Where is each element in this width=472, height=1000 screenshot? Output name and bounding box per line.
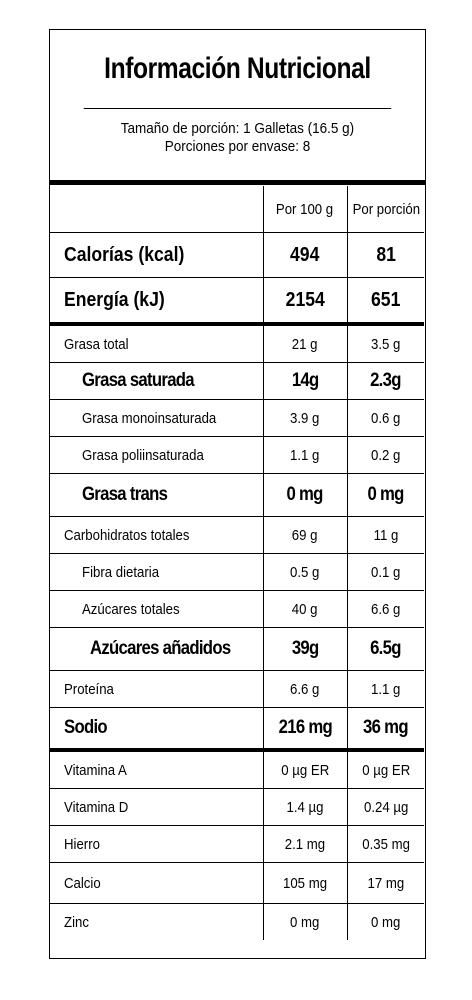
row-label: Grasa poliinsaturada	[50, 436, 263, 474]
row-value-100g: 69 g	[262, 516, 347, 554]
row-label: Grasa monoinsaturada	[50, 399, 263, 437]
row-value-portion: 0.24 µg	[346, 788, 424, 826]
row-value-100g: 14g	[262, 362, 347, 400]
row-value-100g: 0 µg ER	[262, 748, 347, 789]
table-row: Sodio 216 mg 36 mg	[50, 707, 424, 750]
row-value-100g: 1.4 µg	[262, 788, 347, 826]
row-label: Fibra dietaria	[50, 553, 263, 591]
table-row: Grasa saturada 14g 2.3g	[50, 362, 424, 400]
row-value-100g: 494	[262, 232, 347, 278]
serving-size: Tamaño de porción: 1 Galletas (16.5 g)	[120, 120, 355, 137]
row-label: Vitamina A	[50, 748, 263, 789]
row-label: Sodio	[50, 707, 263, 750]
row-label: Zinc	[50, 903, 263, 940]
column-header-row: Por 100 g Por porción	[50, 186, 424, 233]
row-label: Calcio	[50, 862, 263, 904]
row-value-portion: 0 mg	[346, 473, 424, 517]
header-per-portion: Por porción	[346, 186, 424, 233]
table-row: Vitamina D 1.4 µg 0.24 µg	[50, 788, 424, 826]
row-value-100g: 40 g	[262, 590, 347, 628]
row-value-portion: 11 g	[346, 516, 424, 554]
row-label: Grasa trans	[50, 473, 263, 517]
row-value-100g: 0.5 g	[262, 553, 347, 591]
row-label: Grasa saturada	[50, 362, 263, 400]
row-value-portion: 0 mg	[346, 903, 424, 940]
row-value-100g: 105 mg	[262, 862, 347, 904]
row-value-portion: 0.2 g	[346, 436, 424, 474]
row-value-100g: 3.9 g	[262, 399, 347, 437]
row-value-100g: 216 mg	[262, 707, 347, 750]
table-row: Calorías (kcal) 494 81	[50, 232, 424, 278]
row-value-portion: 2.3g	[346, 362, 424, 400]
row-value-portion: 0.6 g	[346, 399, 424, 437]
thick-divider	[50, 180, 425, 185]
row-value-100g: 6.6 g	[262, 670, 347, 708]
row-value-portion: 17 mg	[346, 862, 424, 904]
table-row: Grasa poliinsaturada 1.1 g 0.2 g	[50, 436, 424, 474]
table-row: Grasa monoinsaturada 3.9 g 0.6 g	[50, 399, 424, 437]
row-value-portion: 81	[346, 232, 424, 278]
nutrition-facts-panel: Información Nutricional Tamaño de porció…	[49, 29, 426, 959]
serving-info: Tamaño de porción: 1 Galletas (16.5 g) P…	[50, 109, 425, 181]
nutrition-table: Por 100 g Por porción Calorías (kcal) 49…	[50, 186, 424, 940]
row-value-portion: 0 µg ER	[346, 748, 424, 789]
row-label: Vitamina D	[50, 788, 263, 826]
row-value-100g: 0 mg	[262, 903, 347, 940]
row-label: Hierro	[50, 825, 263, 863]
row-value-100g: 21 g	[262, 322, 347, 363]
row-label: Azúcares añadidos	[50, 627, 263, 671]
row-value-100g: 2.1 mg	[262, 825, 347, 863]
row-label: Carbohidratos totales	[50, 516, 263, 554]
table-row: Vitamina A 0 µg ER 0 µg ER	[50, 748, 424, 789]
row-value-portion: 0.35 mg	[346, 825, 424, 863]
table-row: Grasa trans 0 mg 0 mg	[50, 473, 424, 517]
row-value-portion: 36 mg	[346, 707, 424, 750]
row-value-portion: 651	[346, 277, 424, 324]
header-blank	[50, 186, 263, 233]
table-row: Proteína 6.6 g 1.1 g	[50, 670, 424, 708]
row-value-100g: 0 mg	[262, 473, 347, 517]
table-row: Azúcares añadidos 39g 6.5g	[50, 627, 424, 671]
header-per-100g: Por 100 g	[262, 186, 347, 233]
row-value-portion: 1.1 g	[346, 670, 424, 708]
servings-per-container: Porciones por envase: 8	[164, 138, 311, 155]
table-row: Zinc 0 mg 0 mg	[50, 903, 424, 940]
table-row: Fibra dietaria 0.5 g 0.1 g	[50, 553, 424, 591]
row-label: Azúcares totales	[50, 590, 263, 628]
table-row: Carbohidratos totales 69 g 11 g	[50, 516, 424, 554]
row-value-portion: 6.5g	[346, 627, 424, 671]
table-row: Grasa total 21 g 3.5 g	[50, 322, 424, 363]
row-value-100g: 39g	[262, 627, 347, 671]
panel-title: Información Nutricional	[83, 30, 392, 109]
row-value-portion: 6.6 g	[346, 590, 424, 628]
table-row: Hierro 2.1 mg 0.35 mg	[50, 825, 424, 863]
row-label: Calorías (kcal)	[50, 232, 263, 278]
row-value-portion: 3.5 g	[346, 322, 424, 363]
table-row: Calcio 105 mg 17 mg	[50, 862, 424, 904]
table-row: Energía (kJ) 2154 651	[50, 277, 424, 324]
row-label: Energía (kJ)	[50, 277, 263, 324]
row-label: Proteína	[50, 670, 263, 708]
table-row: Azúcares totales 40 g 6.6 g	[50, 590, 424, 628]
row-value-portion: 0.1 g	[346, 553, 424, 591]
row-value-100g: 1.1 g	[262, 436, 347, 474]
row-label: Grasa total	[50, 322, 263, 363]
row-value-100g: 2154	[262, 277, 347, 324]
